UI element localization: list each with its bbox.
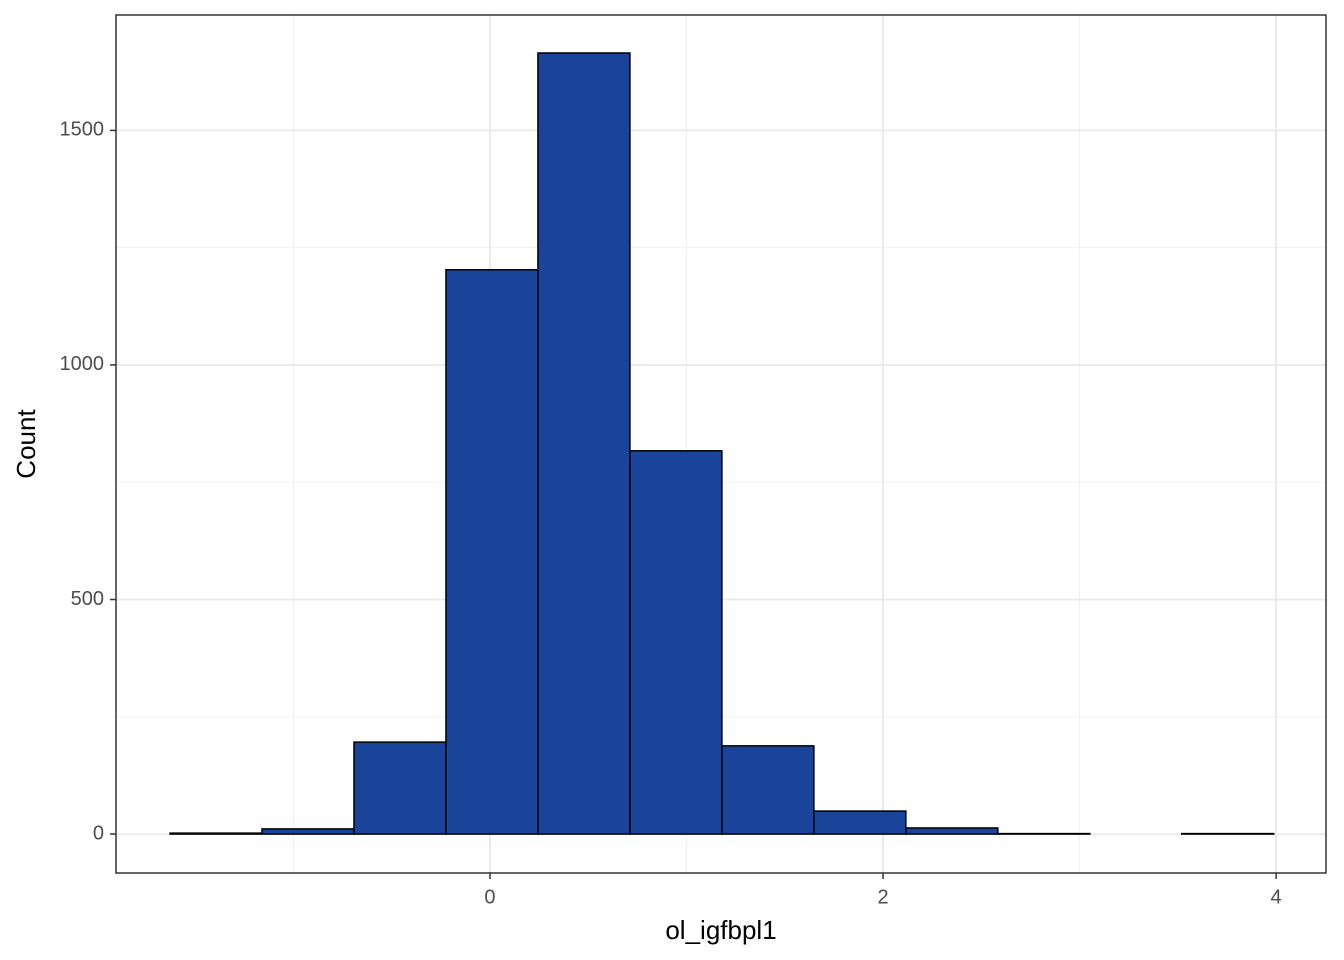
y-tick-label: 0 (93, 822, 104, 844)
bar (813, 810, 907, 835)
bar (905, 827, 999, 835)
y-axis-label: Count (11, 409, 41, 479)
bar (537, 52, 631, 835)
bar (353, 741, 447, 835)
bar (169, 832, 263, 835)
x-tick-label: 4 (1271, 886, 1282, 908)
plot-border (115, 14, 1327, 874)
bar (261, 828, 355, 835)
bar (629, 450, 723, 835)
y-tick-label: 1500 (60, 119, 105, 141)
x-tick-label: 0 (484, 886, 495, 908)
bar (721, 745, 815, 835)
y-tick-label: 1000 (60, 353, 105, 375)
y-tick-label: 500 (71, 588, 104, 610)
x-axis-label: ol_igfbpl1 (665, 915, 776, 945)
x-tick-label: 2 (877, 886, 888, 908)
bar (445, 268, 539, 835)
